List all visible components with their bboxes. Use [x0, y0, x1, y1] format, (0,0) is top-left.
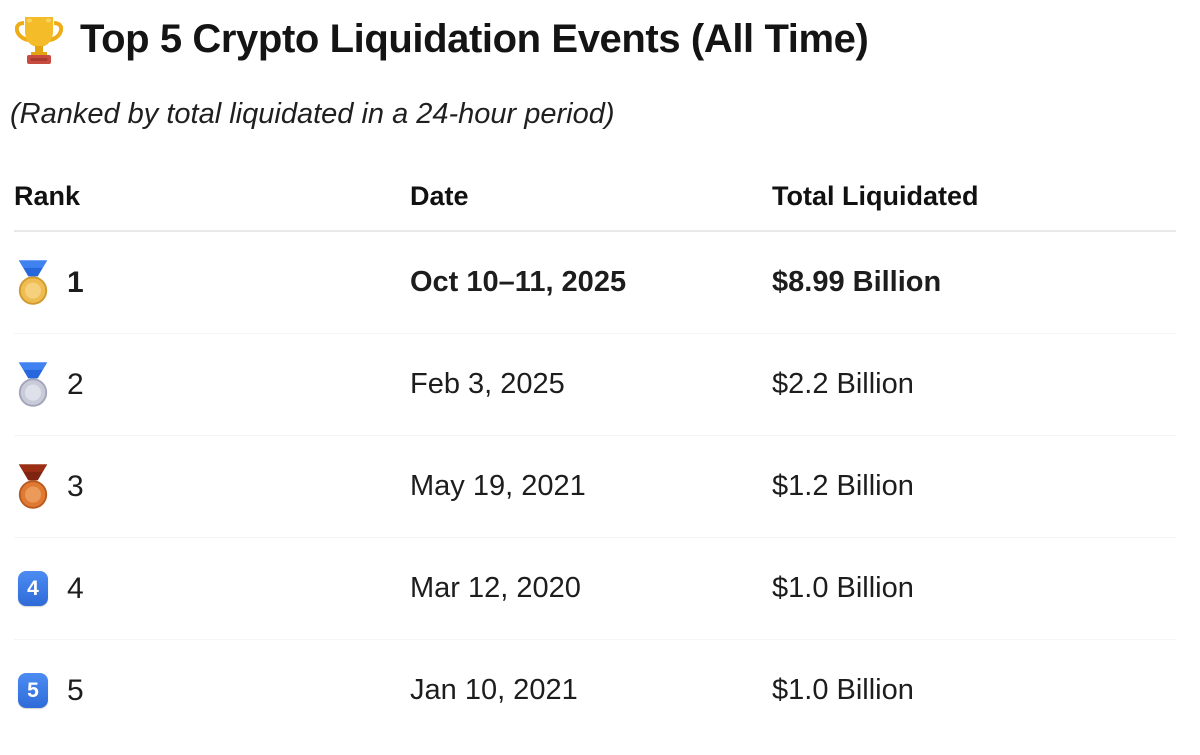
gold-medal-icon [14, 259, 52, 306]
date-cell: Feb 3, 2025 [410, 368, 565, 400]
rank-number: 1 [67, 265, 84, 299]
column-header-total: Total Liquidated [772, 181, 979, 211]
table-row: 4 4 Mar 12, 2020 $1.0 Billion [14, 538, 1176, 640]
date-cell: Jan 10, 2021 [410, 674, 578, 706]
title-row: Top 5 Crypto Liquidation Events (All Tim… [14, 10, 1176, 68]
column-header-date: Date [410, 181, 469, 211]
total-cell: $1.0 Billion [772, 674, 914, 706]
total-cell: $1.0 Billion [772, 572, 914, 604]
table-row: 2 Feb 3, 2025 $2.2 Billion [14, 334, 1176, 436]
keycap-digit: 4 [18, 571, 48, 606]
table-row: 3 May 19, 2021 $1.2 Billion [14, 436, 1176, 538]
bronze-medal-icon [14, 463, 52, 510]
table-header-row: Rank Date Total Liquidated [14, 181, 1176, 232]
keycap-digit: 5 [18, 673, 48, 708]
table-row: 5 5 Jan 10, 2021 $1.0 Billion [14, 640, 1176, 741]
column-header-rank: Rank [14, 181, 81, 211]
date-cell: Mar 12, 2020 [410, 572, 581, 604]
silver-medal-icon [14, 361, 52, 408]
date-cell: Oct 10–11, 2025 [410, 266, 627, 298]
total-cell: $1.2 Billion [772, 470, 914, 502]
total-cell: $2.2 Billion [772, 368, 914, 400]
page-title: Top 5 Crypto Liquidation Events (All Tim… [80, 16, 869, 61]
rank-number: 2 [67, 367, 84, 401]
date-cell: May 19, 2021 [410, 470, 586, 502]
liquidation-table: Rank Date Total Liquidated 1 Oct 10–11, … [14, 181, 1176, 741]
rank-cell: 5 5 [14, 673, 410, 708]
rank-cell: 3 [14, 463, 410, 510]
subtitle: (Ranked by total liquidated in a 24-hour… [10, 98, 615, 130]
rank-cell: 1 [14, 259, 410, 306]
total-cell: $8.99 Billion [772, 266, 942, 298]
rank-number: 3 [67, 469, 84, 503]
trophy-icon [14, 12, 64, 66]
rank-number: 5 [67, 673, 84, 707]
table-row: 1 Oct 10–11, 2025 $8.99 Billion [14, 232, 1176, 334]
blue-keycap-4-icon: 4 [14, 571, 52, 606]
rank-cell: 4 4 [14, 571, 410, 606]
rank-number: 4 [67, 571, 84, 605]
rank-cell: 2 [14, 361, 410, 408]
blue-keycap-5-icon: 5 [14, 673, 52, 708]
